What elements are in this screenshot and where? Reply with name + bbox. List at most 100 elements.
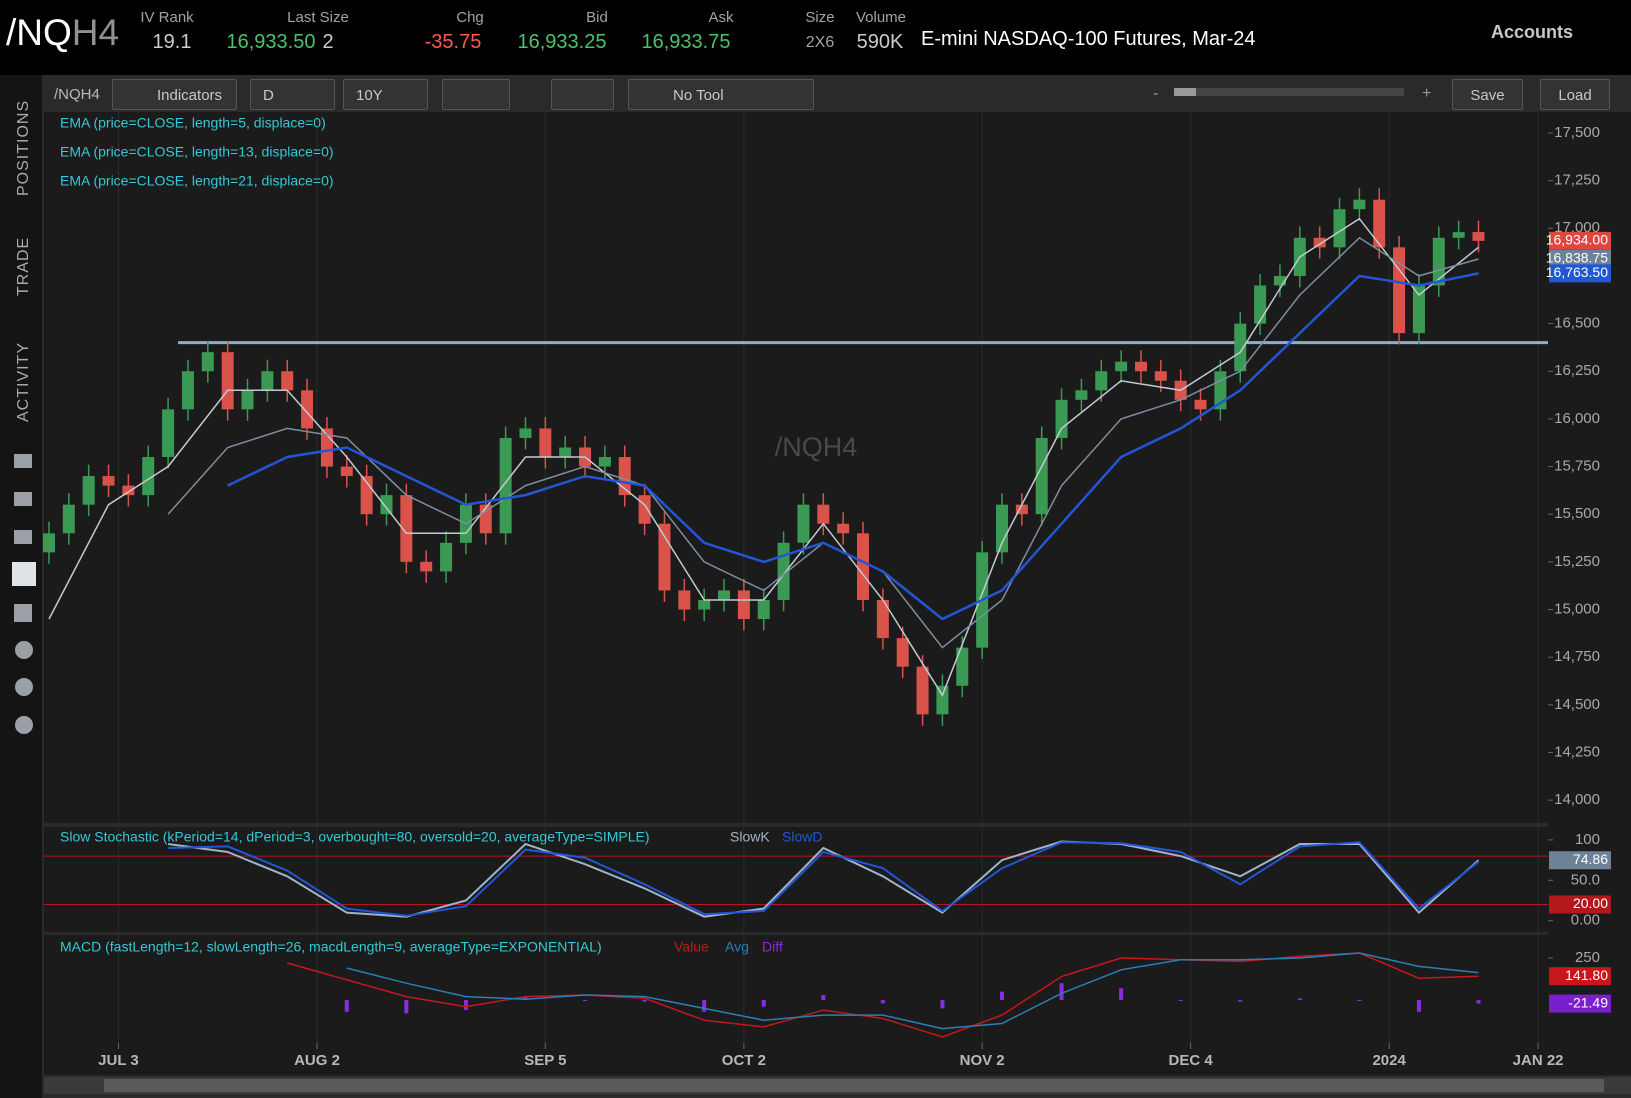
field-label: Bid <box>586 9 608 26</box>
histogram-bar <box>761 1000 766 1007</box>
candle-body <box>1432 237 1445 286</box>
icon[interactable] <box>15 716 33 734</box>
histogram-bar <box>821 994 826 1001</box>
histogram-bar <box>583 1000 588 1002</box>
candle-body <box>658 523 671 591</box>
field-value: 16,933.25 <box>517 31 607 53</box>
y-tick-label: 250 <box>1575 949 1600 966</box>
icon-active[interactable] <box>12 562 36 586</box>
y-tick-label: 16,000 <box>1554 410 1600 427</box>
x-tick-label: OCT 2 <box>722 1052 766 1069</box>
candle-body <box>301 390 314 429</box>
candle-body <box>916 666 929 715</box>
date-axis <box>44 1043 1631 1075</box>
zoom-thumb[interactable] <box>1174 88 1196 96</box>
candle-body <box>1452 232 1465 238</box>
field-label: Volume <box>855 9 907 26</box>
sidebar-tab[interactable]: ACTIVITY <box>15 341 32 422</box>
price-panel <box>44 112 1548 823</box>
candle-body <box>797 504 810 543</box>
scroll-thumb[interactable] <box>104 1079 1604 1092</box>
candle-body <box>221 352 234 410</box>
study-label: EMA (price=CLOSE, length=13, displace=0) <box>60 144 334 160</box>
candle-body <box>62 504 75 534</box>
histogram-bar <box>940 1000 945 1009</box>
stochastic-last-label-box <box>1549 851 1611 870</box>
last-price-label: 16,934.00 <box>1546 232 1608 248</box>
candle-body <box>757 599 770 620</box>
candle-body <box>102 476 115 486</box>
diff-last-label-box <box>1549 994 1611 1013</box>
candle-body <box>956 647 969 686</box>
candle-body <box>380 495 393 515</box>
candle-body <box>142 457 155 496</box>
ema-line <box>48 217 1479 697</box>
field-label: Chg <box>456 9 484 26</box>
macd-panel <box>44 935 1548 1043</box>
candle-body <box>1373 199 1386 248</box>
icon[interactable] <box>15 641 33 659</box>
candle-body <box>1412 285 1425 334</box>
histogram-bar <box>463 1000 468 1011</box>
icon[interactable] <box>14 492 32 506</box>
y-tick-label: 100 <box>1575 831 1600 848</box>
y-tick-label: 14,250 <box>1554 743 1600 760</box>
zoom-slider[interactable] <box>1174 88 1404 96</box>
candle-body <box>162 409 175 458</box>
zoom-in[interactable]: + <box>1422 85 1432 102</box>
x-tick-label: DEC 4 <box>1169 1052 1214 1069</box>
load-button[interactable]: Load <box>1540 79 1610 110</box>
zoom-out[interactable]: - <box>1153 85 1159 102</box>
candle-body <box>1115 361 1128 372</box>
stochastic-last-label: 74.86 <box>1573 851 1608 867</box>
candle-body <box>837 523 850 534</box>
y-tick-label: 14,000 <box>1554 791 1600 808</box>
last-price-label-box <box>1549 231 1611 250</box>
study-label: MACD (fastLength=12, slowLength=26, macd… <box>60 939 602 955</box>
x-tick-label: JUL 3 <box>98 1052 139 1069</box>
candle-body <box>1313 237 1326 248</box>
icon[interactable] <box>14 454 32 468</box>
accounts-menu[interactable]: Accounts <box>1491 22 1574 42</box>
candle-body <box>678 590 691 610</box>
tool-select[interactable]: No Tool <box>628 79 814 110</box>
indicators-button[interactable]: Indicators <box>112 79 237 110</box>
field-value: 19.1 <box>152 31 192 53</box>
aggregation-select[interactable]: D <box>250 79 335 110</box>
symbol-month: H4 <box>71 12 120 53</box>
icon[interactable] <box>14 604 32 622</box>
ema-line <box>227 272 1479 621</box>
candle-body <box>1134 361 1147 372</box>
histogram-bar <box>1238 1000 1243 1002</box>
candle-body <box>281 371 294 391</box>
save-button[interactable]: Save <box>1452 79 1523 110</box>
symbol-root: /NQ <box>6 12 72 53</box>
range-select[interactable]: 10Y <box>343 79 428 110</box>
field-value: -35.75 <box>424 31 482 53</box>
study-label: EMA (price=CLOSE, length=5, displace=0) <box>60 115 326 131</box>
macd-line <box>346 952 1479 1030</box>
legend-entry: SlowK <box>730 829 770 845</box>
icon[interactable] <box>15 678 33 696</box>
candle-body <box>1393 247 1406 334</box>
toolbar-symbol[interactable]: /NQH4 <box>54 86 100 103</box>
candle-body <box>261 371 274 391</box>
chart-style-select[interactable] <box>442 79 510 110</box>
field-value: 590K <box>856 31 904 53</box>
candle-body <box>539 428 552 458</box>
y-tick-label: 17,500 <box>1554 124 1600 141</box>
drawing-select[interactable] <box>551 79 614 110</box>
oversold-label-box <box>1549 895 1611 914</box>
x-tick-label: AUG 2 <box>294 1052 340 1069</box>
macd-last-label-box <box>1549 967 1611 986</box>
diff-last-label: -21.49 <box>1568 994 1608 1010</box>
histogram-bar <box>1476 1000 1481 1004</box>
histogram-bar <box>1119 988 1124 1001</box>
field-value: 2X6 <box>805 34 835 51</box>
histogram-bar <box>880 1000 885 1004</box>
icon[interactable] <box>14 530 32 544</box>
sidebar-tab[interactable]: POSITIONS <box>15 99 32 196</box>
sidebar-tab[interactable]: TRADE <box>15 236 32 296</box>
